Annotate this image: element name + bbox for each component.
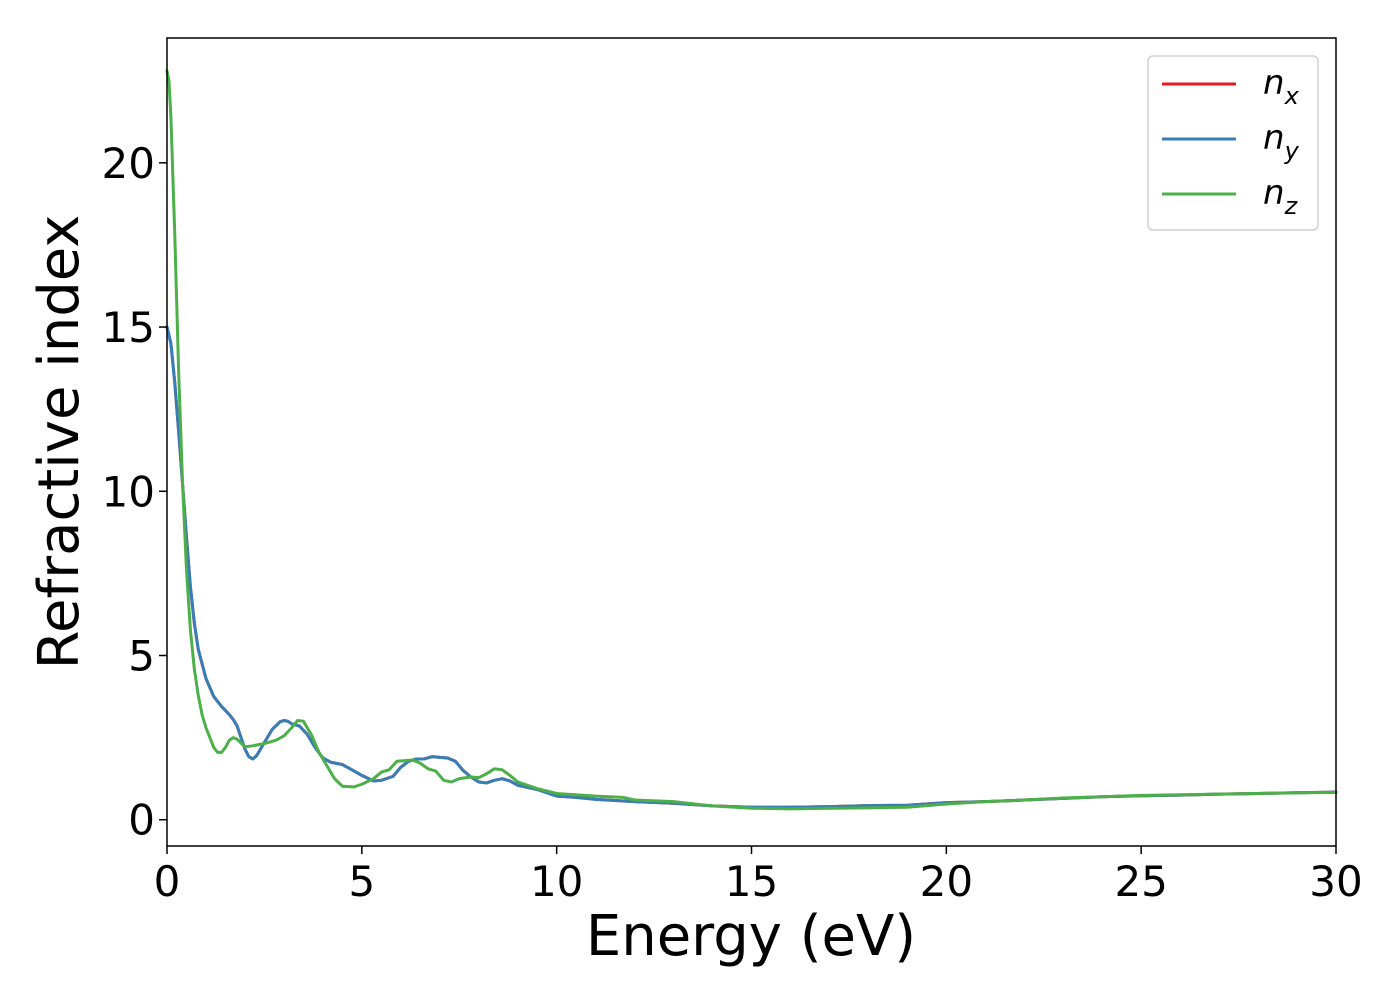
legend-label-n-y: ny [1263, 118, 1300, 165]
x-tick-label: 15 [725, 857, 778, 906]
y-axis-title: Refractive index [27, 215, 92, 670]
x-axis-ticks: 0 5 10 15 20 25 30 [154, 846, 1363, 906]
x-tick-label: 5 [348, 857, 375, 906]
series-line-n-z [165, 69, 1338, 811]
legend-label-n-x: nx [1263, 63, 1300, 110]
y-tick-label: 15 [102, 303, 155, 352]
legend-box [1147, 55, 1319, 231]
x-tick-label: 10 [530, 857, 583, 906]
legend-label-n-z: nz [1263, 173, 1299, 220]
x-tick-label: 0 [154, 857, 181, 906]
series-layer [165, 69, 1338, 811]
plot-background [167, 38, 1336, 846]
y-tick-label: 10 [102, 467, 155, 516]
y-tick-label: 20 [102, 139, 155, 188]
y-tick-label: 0 [128, 796, 155, 845]
x-tick-label: 25 [1114, 857, 1167, 906]
x-tick-label: 30 [1309, 857, 1362, 906]
legend: nx ny nz [1147, 55, 1319, 231]
legend-items: nx ny nz [1162, 63, 1300, 220]
y-axis-ticks: 0 5 10 15 20 [102, 139, 167, 845]
x-axis-title: Energy (eV) [586, 904, 916, 969]
y-tick-label: 5 [128, 631, 155, 680]
x-tick-label: 20 [920, 857, 973, 906]
series-line-n-y [165, 325, 1338, 809]
